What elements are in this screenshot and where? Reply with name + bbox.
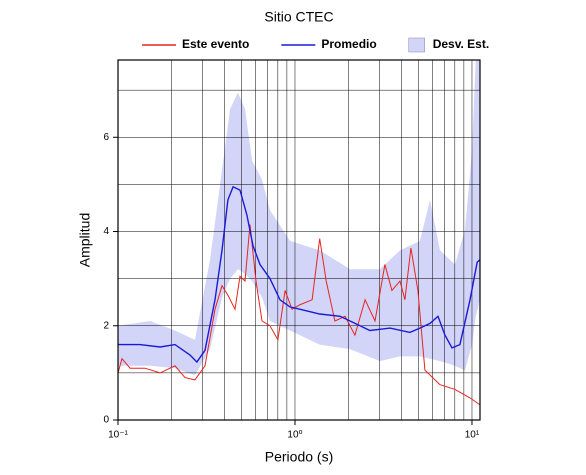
legend-label: Este evento — [182, 37, 249, 51]
y-tick-label: 0 — [103, 415, 109, 426]
y-axis-label: Amplitud — [77, 213, 93, 267]
x-tick-label: 10⁰ — [287, 430, 302, 441]
x-axis-label: Periodo (s) — [265, 449, 333, 465]
legend-label: Desv. Est. — [433, 37, 489, 51]
plot-frame — [117, 59, 481, 421]
series-line — [118, 185, 481, 364]
std-band — [118, 60, 480, 376]
plot-area: 0 2 4 6 10⁻¹ 10⁰ 10¹ — [103, 59, 481, 441]
x-tick-label: 10¹ — [465, 430, 480, 441]
y-tick-label: 6 — [103, 132, 109, 143]
series-line — [117, 224, 481, 406]
x-tick-label: 10⁻¹ — [108, 430, 128, 441]
legend: Este evento Promedio Desv. Est. — [142, 37, 489, 53]
y-tick-label: 2 — [103, 320, 109, 331]
legend-label: Promedio — [321, 37, 376, 51]
legend-swatch — [408, 37, 425, 53]
y-tick-label: 4 — [103, 226, 109, 237]
chart-title: Sitio CTEC — [264, 9, 333, 25]
